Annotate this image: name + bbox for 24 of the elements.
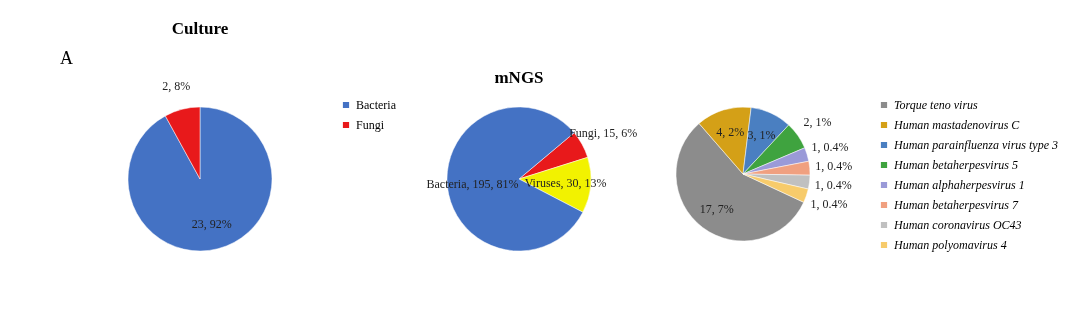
chart-title: Culture: [171, 19, 229, 38]
legend-label: Human alphaherpesvirus 1: [893, 178, 1025, 192]
legend-label: Human polyomavirus 4: [893, 238, 1007, 252]
legend-label: Fungi: [356, 118, 385, 132]
data-label: 1, 0.4%: [814, 178, 852, 193]
legend-label: Human parainfluenza virus type 3: [893, 138, 1058, 152]
data-label: 4, 2%: [716, 125, 745, 140]
text: A: [60, 48, 73, 68]
data-label: 17, 7%: [699, 201, 734, 216]
data-label: 1, 0.4%: [815, 159, 853, 174]
data-label: 1, 0.4%: [810, 196, 848, 211]
legend-label: Bacteria: [356, 98, 397, 112]
data-label: 2, 1%: [803, 114, 832, 129]
legend-label: Torque teno virus: [894, 98, 979, 112]
data-label: 2, 8%: [162, 79, 191, 94]
legend-label: Human betaherpesvirus 5: [893, 158, 1018, 172]
data-label: 23, 92%: [191, 217, 232, 232]
data-label: 1, 0.4%: [811, 140, 849, 155]
legend-label: Human mastadenovirus C: [893, 118, 1021, 132]
chart-title: mNGS: [494, 68, 544, 87]
legend-label: Human coronavirus OC43: [893, 218, 1022, 232]
data-label: 3, 1%: [747, 127, 776, 142]
pie-slice: [127, 106, 273, 252]
legend-label: Human betaherpesvirus 7: [893, 198, 1019, 212]
